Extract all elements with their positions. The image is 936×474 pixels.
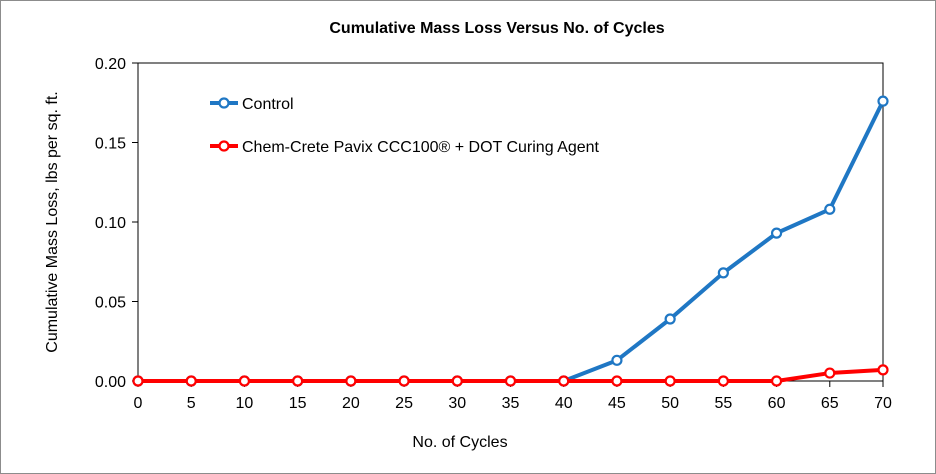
chart-title: Cumulative Mass Loss Versus No. of Cycle… bbox=[329, 20, 664, 37]
x-tick-label: 25 bbox=[395, 395, 413, 412]
data-point bbox=[292, 375, 304, 387]
x-tick-label: 5 bbox=[187, 395, 196, 412]
x-axis-label: No. of Cycles bbox=[412, 434, 507, 451]
data-point bbox=[611, 375, 623, 387]
legend-label: Chem-Crete Pavix CCC100® + DOT Curing Ag… bbox=[242, 139, 600, 156]
data-point bbox=[238, 375, 251, 387]
data-point bbox=[877, 95, 889, 107]
data-point bbox=[185, 375, 197, 387]
legend-swatch-marker bbox=[218, 97, 230, 109]
legend: Control Chem-Crete Pavix CCC100® + DOT Cu… bbox=[210, 96, 600, 156]
y-tick-label: 0.05 bbox=[95, 295, 126, 312]
x-tick-label: 30 bbox=[448, 395, 466, 412]
x-tick-label: 60 bbox=[768, 395, 786, 412]
data-point bbox=[770, 227, 783, 239]
legend-label: Control bbox=[242, 96, 294, 113]
data-point bbox=[611, 354, 623, 366]
y-tick-label: 0.20 bbox=[95, 56, 126, 73]
data-point bbox=[770, 375, 783, 387]
data-point bbox=[504, 375, 517, 387]
data-point bbox=[824, 203, 836, 215]
y-tick-label: 0.10 bbox=[95, 215, 126, 232]
x-tick-label: 20 bbox=[342, 395, 360, 412]
x-tick-label: 70 bbox=[874, 395, 892, 412]
x-tick-label: 10 bbox=[236, 395, 254, 412]
y-axis: 0.00 0.05 0.10 0.15 0.20 bbox=[95, 56, 138, 391]
x-tick-label: 45 bbox=[608, 395, 626, 412]
data-point bbox=[824, 367, 836, 379]
data-point bbox=[451, 375, 463, 387]
data-point bbox=[717, 267, 729, 279]
x-tick-label: 65 bbox=[821, 395, 839, 412]
data-point bbox=[664, 375, 676, 387]
data-point bbox=[664, 313, 676, 325]
x-tick-label: 0 bbox=[134, 395, 143, 412]
data-point bbox=[398, 375, 410, 387]
legend-swatch-marker bbox=[218, 140, 230, 152]
x-tick-label: 55 bbox=[714, 395, 732, 412]
y-tick-label: 0.00 bbox=[95, 374, 126, 391]
x-tick-label: 50 bbox=[661, 395, 679, 412]
x-tick-label: 15 bbox=[289, 395, 307, 412]
data-point bbox=[558, 375, 570, 387]
x-tick-label: 40 bbox=[555, 395, 573, 412]
x-tick-label: 35 bbox=[502, 395, 520, 412]
data-point bbox=[717, 375, 729, 387]
data-point bbox=[132, 375, 144, 387]
data-point bbox=[345, 375, 357, 387]
data-point bbox=[877, 364, 889, 376]
series-layer bbox=[132, 95, 889, 387]
y-tick-label: 0.15 bbox=[95, 136, 126, 153]
y-axis-label: Cumulative Mass Loss, lbs per sq. ft. bbox=[44, 91, 61, 352]
